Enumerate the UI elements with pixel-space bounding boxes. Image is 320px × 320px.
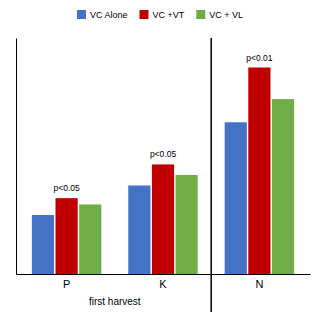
legend-label: VC Alone	[90, 10, 128, 20]
annotation: p<0.01	[246, 53, 273, 63]
legend-label: VC +VT	[152, 10, 184, 20]
x-axis: PKN	[17, 274, 311, 290]
legend-item: VC + VL	[196, 10, 243, 20]
bar-series	[79, 99, 294, 274]
tick-label: K	[159, 278, 167, 290]
y-axis	[16, 39, 17, 275]
bar	[225, 122, 247, 274]
tick-label: N	[255, 278, 263, 290]
tick: N	[255, 274, 263, 290]
divider	[210, 38, 212, 312]
bar	[152, 164, 174, 274]
bar	[56, 198, 78, 274]
bar	[176, 175, 198, 274]
tick: P	[63, 274, 70, 290]
tick-label: P	[63, 278, 70, 290]
bar-series	[32, 122, 247, 274]
bar	[248, 68, 270, 275]
legend-item: VC +VT	[139, 10, 184, 20]
annotation: p<0.05	[150, 149, 177, 159]
bar	[272, 99, 294, 274]
bar-series	[56, 68, 271, 275]
chart: P K Nfirst harvest p<0.05 p<0.05 p<0.01 VC Alo…	[0, 0, 320, 320]
bar	[32, 215, 54, 274]
legend: VC Alone VC +VT VC + VL	[77, 10, 243, 20]
legend-swatch	[139, 10, 148, 19]
tick: K	[159, 274, 167, 290]
legend-item: VC Alone	[77, 10, 128, 20]
legend-label: VC + VL	[209, 10, 243, 20]
plot-area	[32, 68, 294, 275]
legend-swatch	[196, 10, 205, 19]
legend-swatch	[77, 10, 86, 19]
axis-line	[17, 274, 311, 275]
annotation: p<0.05	[53, 183, 80, 193]
axis-line	[16, 39, 17, 275]
group-label: first harvest	[89, 296, 141, 307]
bar	[79, 204, 101, 274]
bar	[128, 186, 150, 275]
